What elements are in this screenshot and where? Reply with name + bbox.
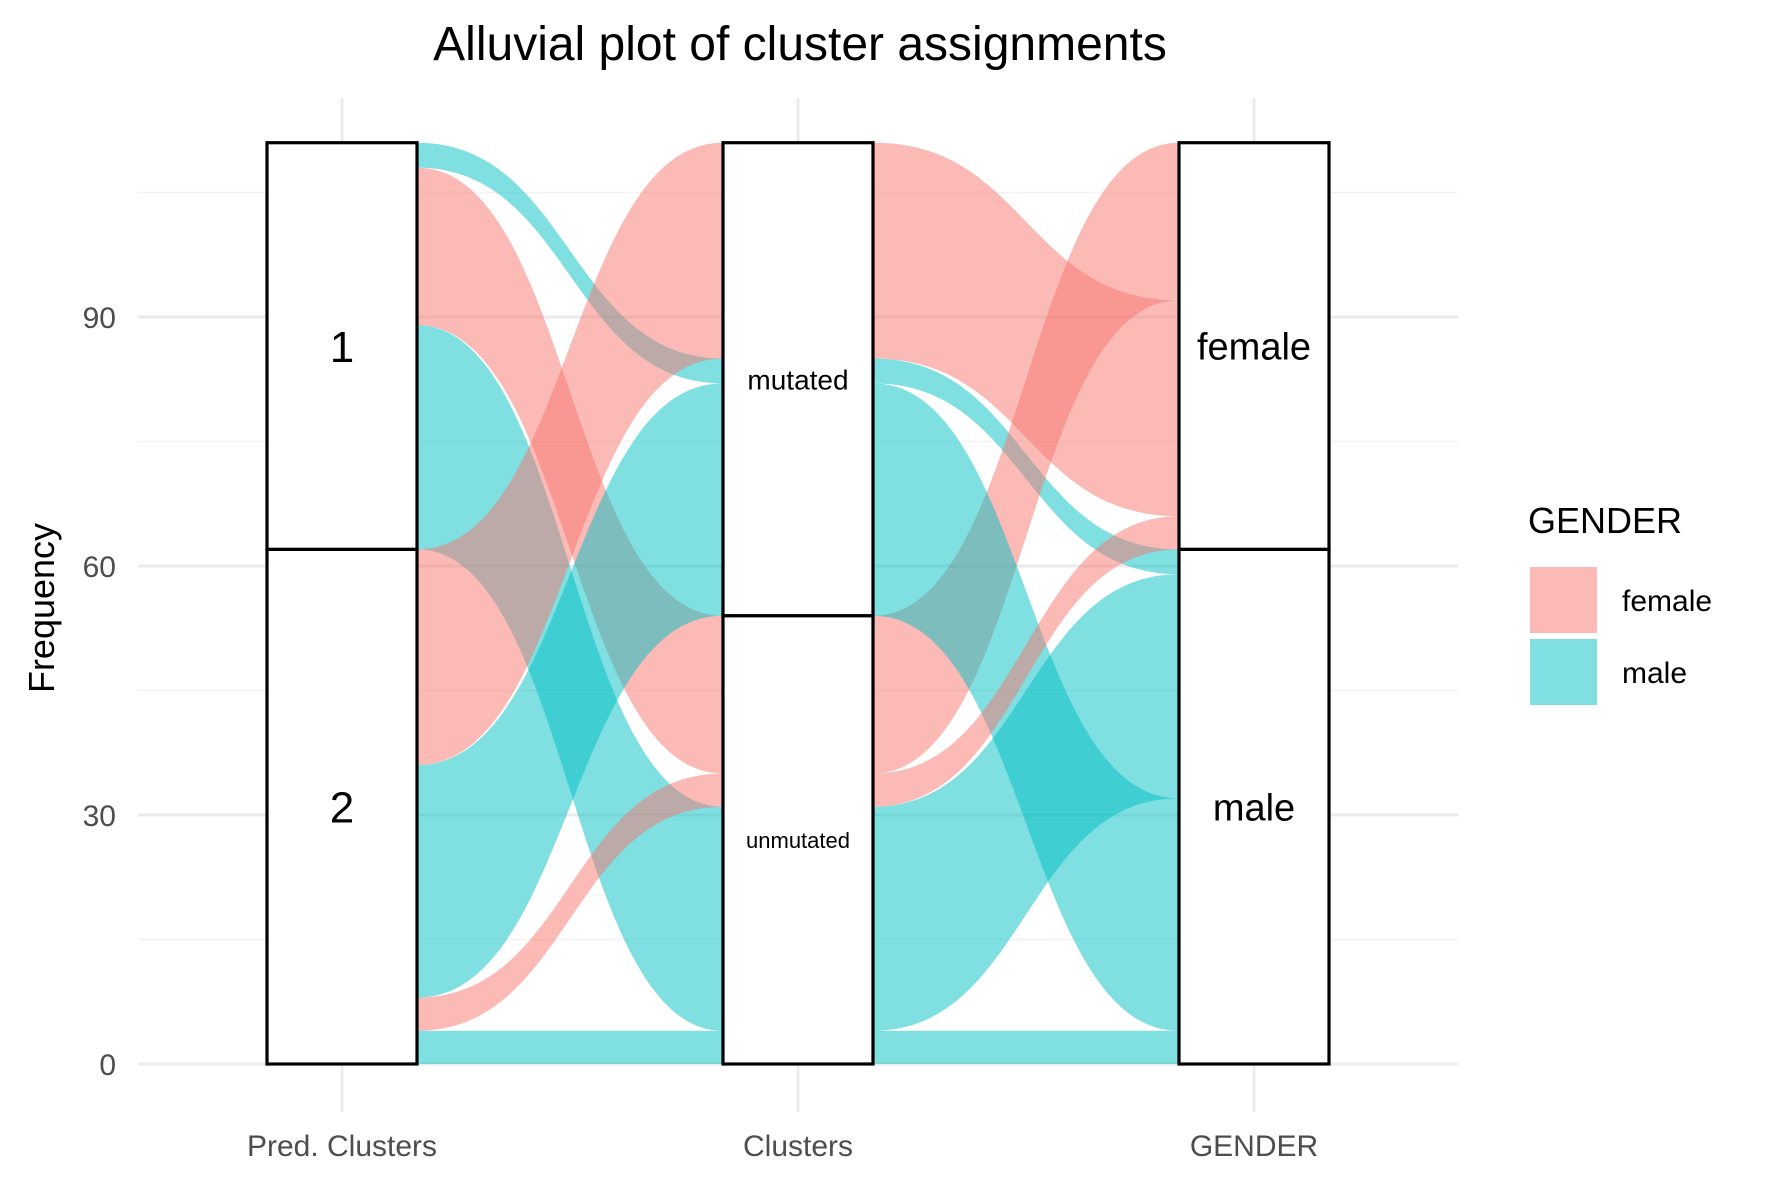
stratum-label: mutated (747, 364, 848, 395)
y-tick-label: 0 (99, 1049, 116, 1082)
x-tick-label: GENDER (1190, 1130, 1318, 1163)
stratum-label: 1 (330, 323, 354, 372)
stratum-box-female (1177, 141, 1331, 552)
strata-layer: 1 2 mutated unmutated female male (265, 141, 1331, 1066)
legend-key-female (1530, 567, 1597, 633)
stratum-box-mutated (721, 141, 875, 618)
stratum-label: female (1197, 327, 1311, 369)
legend-title: GENDER (1528, 500, 1682, 541)
stratum-box-unmutated (721, 614, 875, 1066)
axis-layer: 0 30 60 90 Pred. Clusters Clusters GENDER (83, 302, 1319, 1163)
x-tick-label: Clusters (743, 1130, 853, 1163)
y-axis-title: Frequency (21, 523, 62, 693)
legend: GENDER female male (1528, 500, 1712, 705)
x-tick-label: Pred. Clusters (247, 1130, 437, 1163)
flow-layer (417, 142, 1179, 1064)
stratum-label: 2 (330, 784, 354, 833)
alluvium-female-2-mutated-seg2 (873, 142, 1179, 517)
alluvium-male-2-unmutated-seg1 (417, 1030, 723, 1064)
y-tick-label: 90 (83, 302, 116, 335)
alluvium-female-2-unmutated-seg1 (417, 773, 723, 1031)
stratum-label: male (1213, 787, 1295, 829)
stratum-box-male (1177, 547, 1331, 1066)
stratum-label: unmutated (746, 828, 850, 853)
stratum-box-2 (265, 547, 419, 1066)
y-tick-label: 60 (83, 551, 116, 584)
legend-label: female (1622, 585, 1712, 618)
alluvium-male-2-unmutated-seg2 (873, 1030, 1179, 1064)
y-tick-label: 30 (83, 800, 116, 833)
alluvium-male-2-mutated-seg2 (873, 383, 1179, 1031)
legend-key-male (1530, 639, 1597, 705)
alluvium-male-2-mutated-seg1 (417, 383, 723, 998)
stratum-box-1 (265, 141, 419, 552)
chart-title: Alluvial plot of cluster assignments (433, 18, 1167, 71)
legend-label: male (1622, 657, 1687, 690)
alluvium-female-2-mutated-seg1 (417, 142, 723, 766)
alluvium-female-2-unmutated-seg2 (873, 516, 1179, 807)
alluvium-male-1-mutated-seg1 (417, 142, 723, 384)
